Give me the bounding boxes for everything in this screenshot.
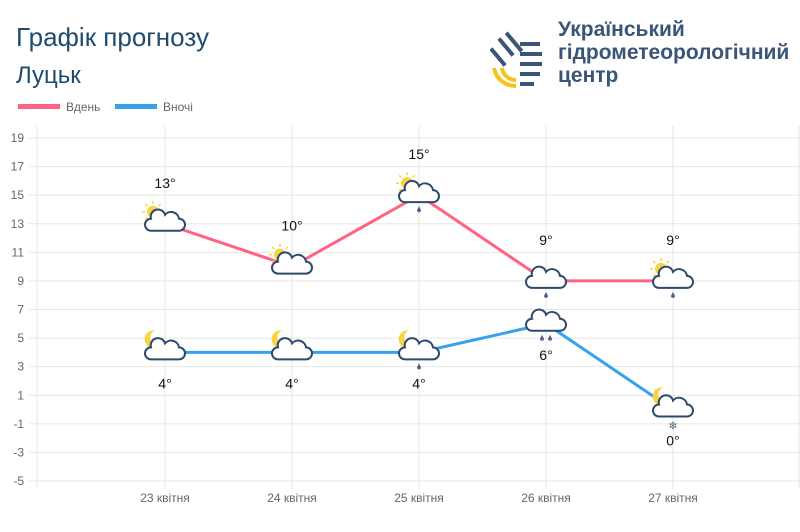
y-tick-label: 3 [17,360,24,374]
moon-cloud-icon [144,330,186,361]
ugc-logo [490,31,542,88]
x-tick-label: 24 квітня [267,491,317,505]
sun-cloud-icon [142,200,186,232]
legend-label: Вночі [163,100,193,114]
city-name: Луцьк [16,62,81,89]
data-label: 0° [666,433,679,449]
cloud-rain-heavy-icon [525,308,567,341]
org-name-line: Український [558,18,685,41]
moon-cloud-icon [271,330,313,361]
y-tick-label: 9 [17,274,24,288]
y-tick-label: 1 [17,388,24,402]
legend-swatch [115,104,157,109]
y-tick-label: -5 [13,474,24,488]
y-tick-label: 11 [12,245,25,259]
data-label: 4° [412,375,425,391]
data-label: 9° [666,232,679,248]
y-tick-label: -1 [13,417,24,431]
page-title: Графік прогнозу [16,22,209,52]
moon-cloud-snow-icon: ❄ [652,387,694,433]
y-tick-label: 7 [17,303,24,317]
moon-cloud-rain-icon [398,330,440,370]
y-tick-label: 5 [17,331,24,345]
legend-swatch [18,104,60,109]
data-label: 4° [158,375,171,391]
y-tick-label: 13 [11,217,25,231]
sun-cloud-icon [269,243,313,275]
x-tick-label: 25 квітня [394,491,444,505]
data-label: 10° [281,218,302,234]
data-label: 4° [285,375,298,391]
x-tick-label: 27 квітня [648,491,698,505]
data-label: 9° [539,232,552,248]
sun-cloud-rain-icon [650,257,694,298]
y-tick-label: 19 [11,131,25,145]
sun-cloud-rain-icon [396,172,440,213]
y-tick-label: 17 [11,160,25,174]
data-label: 13° [154,175,175,191]
cloud-rain-icon [525,265,567,298]
data-label: 6° [539,347,552,363]
x-tick-label: 26 квітня [521,491,571,505]
org-name: Український гідрометеорологічний центр [558,18,798,87]
data-label: 15° [408,146,429,162]
org-name-line: гідрометеорологічний [558,41,790,64]
y-tick-label: -3 [13,445,24,459]
org-name-line: центр [558,64,619,87]
x-tick-label: 23 квітня [140,491,190,505]
y-tick-label: 15 [11,188,25,202]
svg-text:❄: ❄ [668,421,677,433]
legend-label: Вдень [66,100,100,114]
